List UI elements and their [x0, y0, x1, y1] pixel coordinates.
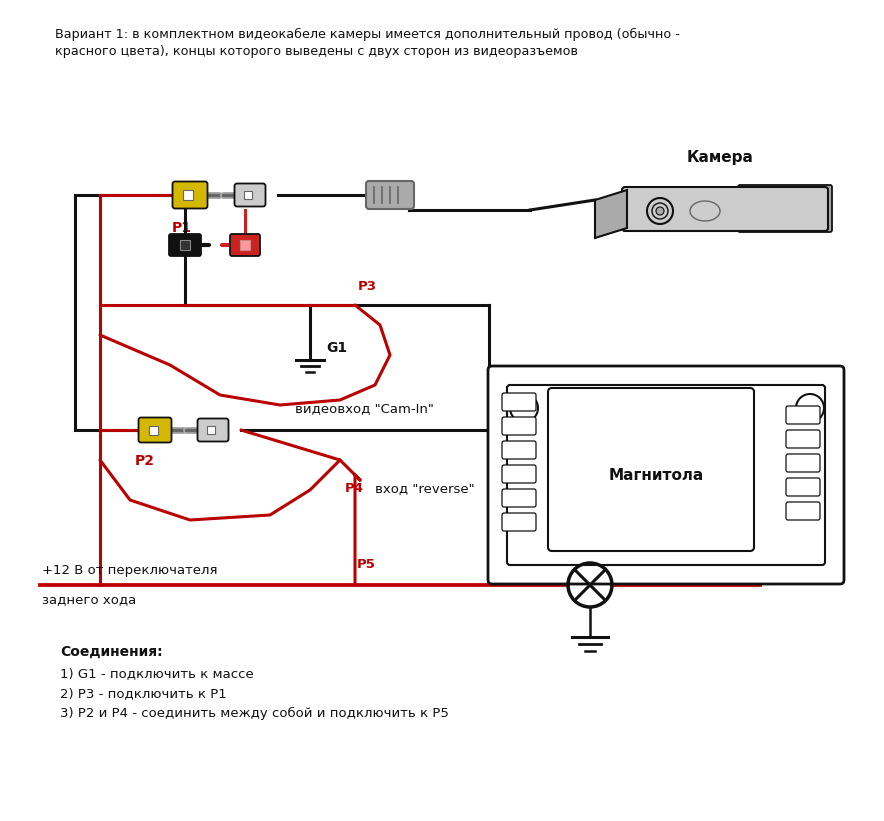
FancyBboxPatch shape [622, 187, 828, 231]
Text: Вариант 1: в комплектном видеокабеле камеры имеется дополнительный провод (обычн: Вариант 1: в комплектном видеокабеле кам… [55, 28, 680, 58]
FancyBboxPatch shape [234, 184, 265, 207]
FancyBboxPatch shape [786, 454, 820, 472]
FancyBboxPatch shape [502, 417, 536, 435]
FancyBboxPatch shape [244, 191, 252, 199]
Text: Магнитола: Магнитола [608, 467, 704, 483]
Text: вход "reverse": вход "reverse" [375, 482, 475, 495]
FancyBboxPatch shape [240, 240, 250, 250]
FancyBboxPatch shape [169, 234, 201, 256]
Text: P2: P2 [135, 454, 155, 468]
FancyBboxPatch shape [548, 388, 754, 551]
FancyBboxPatch shape [172, 181, 208, 209]
Text: +12 В от переключателя: +12 В от переключателя [42, 564, 217, 577]
Text: лампа заднего хода: лампа заднего хода [620, 571, 762, 584]
Text: P1: P1 [172, 221, 192, 235]
Text: 2) Р3 - подключить к Р1: 2) Р3 - подключить к Р1 [60, 687, 227, 700]
FancyBboxPatch shape [183, 190, 193, 200]
FancyBboxPatch shape [207, 426, 215, 434]
Text: P4: P4 [345, 482, 364, 495]
FancyBboxPatch shape [180, 240, 190, 250]
FancyBboxPatch shape [502, 441, 536, 459]
Text: 1) G1 - подключить к массе: 1) G1 - подключить к массе [60, 667, 254, 680]
FancyBboxPatch shape [502, 465, 536, 483]
Text: 3) Р2 и Р4 - соединить между собой и подключить к Р5: 3) Р2 и Р4 - соединить между собой и под… [60, 707, 449, 720]
Circle shape [656, 207, 664, 215]
Text: G1: G1 [326, 341, 347, 355]
FancyBboxPatch shape [738, 185, 832, 232]
FancyBboxPatch shape [502, 513, 536, 531]
Text: Камера: Камера [687, 150, 753, 165]
FancyBboxPatch shape [488, 366, 844, 584]
FancyBboxPatch shape [149, 425, 157, 434]
FancyBboxPatch shape [139, 418, 171, 443]
FancyBboxPatch shape [786, 406, 820, 424]
FancyBboxPatch shape [230, 234, 260, 256]
FancyBboxPatch shape [786, 502, 820, 520]
FancyBboxPatch shape [502, 489, 536, 507]
Text: Соединения:: Соединения: [60, 645, 163, 659]
FancyBboxPatch shape [502, 393, 536, 411]
FancyBboxPatch shape [507, 385, 825, 565]
FancyBboxPatch shape [366, 181, 414, 209]
FancyBboxPatch shape [197, 419, 228, 442]
FancyBboxPatch shape [786, 430, 820, 448]
Polygon shape [595, 190, 627, 238]
Text: видеовход "Cam-In": видеовход "Cam-In" [295, 402, 434, 415]
FancyBboxPatch shape [786, 478, 820, 496]
Text: P5: P5 [357, 558, 376, 571]
Text: P3: P3 [358, 280, 377, 293]
Text: заднего хода: заднего хода [42, 593, 136, 606]
